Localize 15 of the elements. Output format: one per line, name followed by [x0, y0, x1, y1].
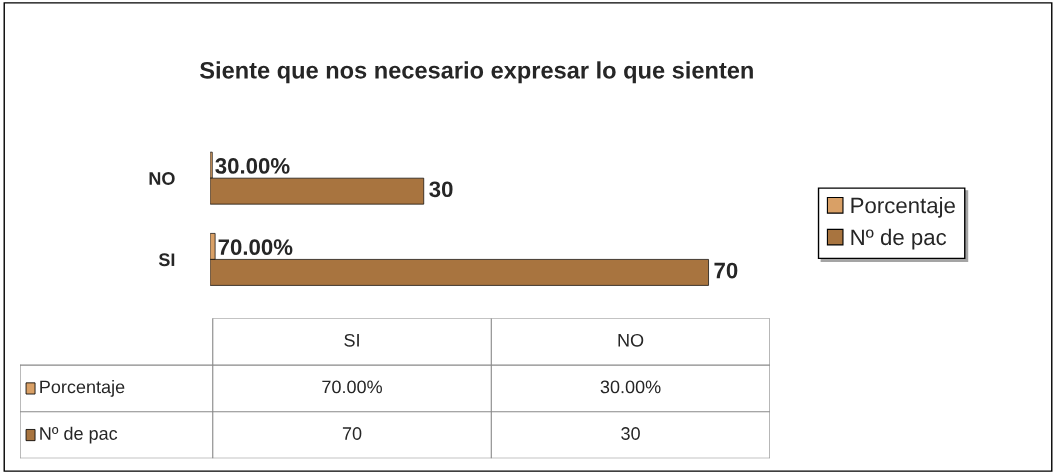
- data-label: 30: [429, 181, 453, 198]
- category-label: SI: [344, 333, 359, 347]
- text: Nº de pac: [40, 426, 118, 444]
- chart-title: Siente que nos necesario expresar lo que sienten: [199, 61, 753, 84]
- text: 70.00%: [322, 380, 382, 394]
- legend-label: Porcentaje: [40, 380, 125, 397]
- text: 30.00%: [600, 380, 661, 394]
- text: 70: [342, 427, 362, 440]
- legend-label: Nº de pac: [851, 228, 947, 250]
- text: Porcentaje: [851, 196, 955, 218]
- data-label: 30.00%: [215, 158, 290, 174]
- category-label: NO: [618, 333, 644, 347]
- data-label: 70.00%: [218, 239, 293, 256]
- text: 30: [621, 427, 640, 440]
- data-label: 70: [714, 262, 738, 279]
